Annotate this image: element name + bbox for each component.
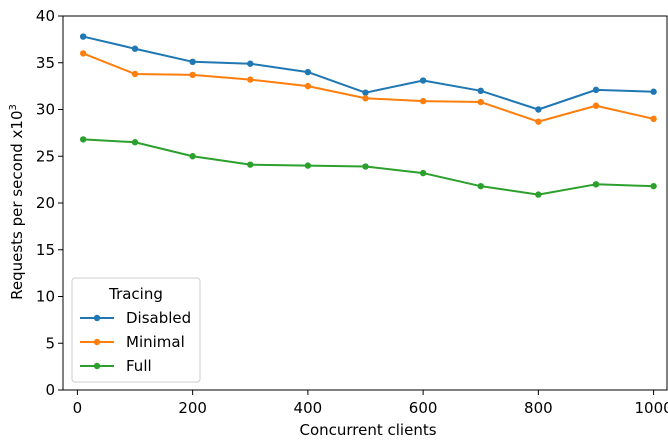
legend-label-minimal: Minimal bbox=[126, 333, 185, 351]
data-point-disabled bbox=[304, 68, 312, 76]
data-point-full bbox=[535, 191, 542, 198]
legend-title: Tracing bbox=[108, 285, 163, 303]
data-point-full bbox=[79, 136, 87, 143]
data-point-minimal bbox=[304, 82, 312, 90]
data-point-minimal bbox=[592, 102, 600, 109]
data-point-minimal bbox=[131, 70, 139, 78]
x-tick-label: 400 bbox=[294, 399, 323, 417]
y-axis-title-main: Requests per second x10 bbox=[8, 110, 26, 299]
x-tick-label: 0 bbox=[73, 399, 83, 417]
data-point-disabled bbox=[535, 106, 542, 113]
data-point-minimal bbox=[247, 76, 254, 83]
data-point-disabled bbox=[247, 60, 254, 67]
y-tick-label: 15 bbox=[36, 241, 55, 259]
x-tick-label: 1000 bbox=[635, 399, 668, 417]
y-tick-label: 40 bbox=[36, 7, 55, 25]
y-tick-label: 10 bbox=[36, 288, 55, 306]
series-line-minimal bbox=[82, 52, 655, 123]
data-point-minimal bbox=[477, 98, 484, 106]
y-tick-label: 30 bbox=[36, 101, 55, 119]
data-point-full bbox=[477, 182, 484, 190]
data-point-full bbox=[419, 169, 427, 177]
x-tick-label: 600 bbox=[409, 399, 438, 417]
data-point-full bbox=[189, 153, 196, 160]
legend-label-disabled: Disabled bbox=[126, 309, 191, 327]
x-tick-label: 800 bbox=[524, 399, 553, 417]
data-point-disabled bbox=[131, 45, 139, 52]
data-point-full bbox=[247, 161, 254, 168]
data-point-disabled bbox=[79, 33, 87, 40]
data-point-disabled bbox=[362, 89, 369, 96]
data-point-full bbox=[131, 139, 139, 146]
y-tick-label: 35 bbox=[36, 54, 55, 72]
legend: Tracing Disabled Minimal Full bbox=[71, 277, 201, 383]
x-tick-label: 200 bbox=[178, 399, 207, 417]
legend-label-full: Full bbox=[126, 357, 152, 375]
axes-frame bbox=[62, 15, 668, 391]
data-point-minimal bbox=[79, 50, 87, 57]
legend-frame bbox=[71, 277, 201, 383]
data-point-full bbox=[592, 181, 600, 188]
y-tick-label: 5 bbox=[45, 334, 55, 352]
data-point-minimal bbox=[362, 95, 369, 102]
y-axis-title: Requests per second x103 bbox=[8, 104, 26, 300]
data-point-full bbox=[362, 163, 369, 170]
legend-marker-minimal bbox=[93, 338, 101, 346]
data-point-minimal bbox=[535, 118, 542, 125]
legend-marker-full bbox=[93, 362, 101, 370]
y-tick-label: 20 bbox=[36, 194, 55, 212]
y-tick-label: 25 bbox=[36, 147, 55, 165]
data-point-minimal bbox=[189, 71, 196, 79]
data-point-disabled bbox=[189, 58, 196, 66]
data-point-disabled bbox=[477, 87, 484, 95]
legend-marker-disabled bbox=[93, 314, 101, 322]
y-axis-title-exponent: 3 bbox=[8, 104, 19, 110]
data-point-minimal bbox=[650, 115, 657, 123]
data-point-full bbox=[304, 162, 312, 169]
data-point-disabled bbox=[650, 88, 657, 95]
data-point-disabled bbox=[592, 86, 600, 94]
data-point-disabled bbox=[419, 77, 427, 84]
x-axis-title: Concurrent clients bbox=[299, 421, 436, 439]
data-point-full bbox=[650, 182, 657, 190]
y-tick-label: 0 bbox=[45, 381, 55, 399]
data-point-minimal bbox=[419, 97, 427, 105]
